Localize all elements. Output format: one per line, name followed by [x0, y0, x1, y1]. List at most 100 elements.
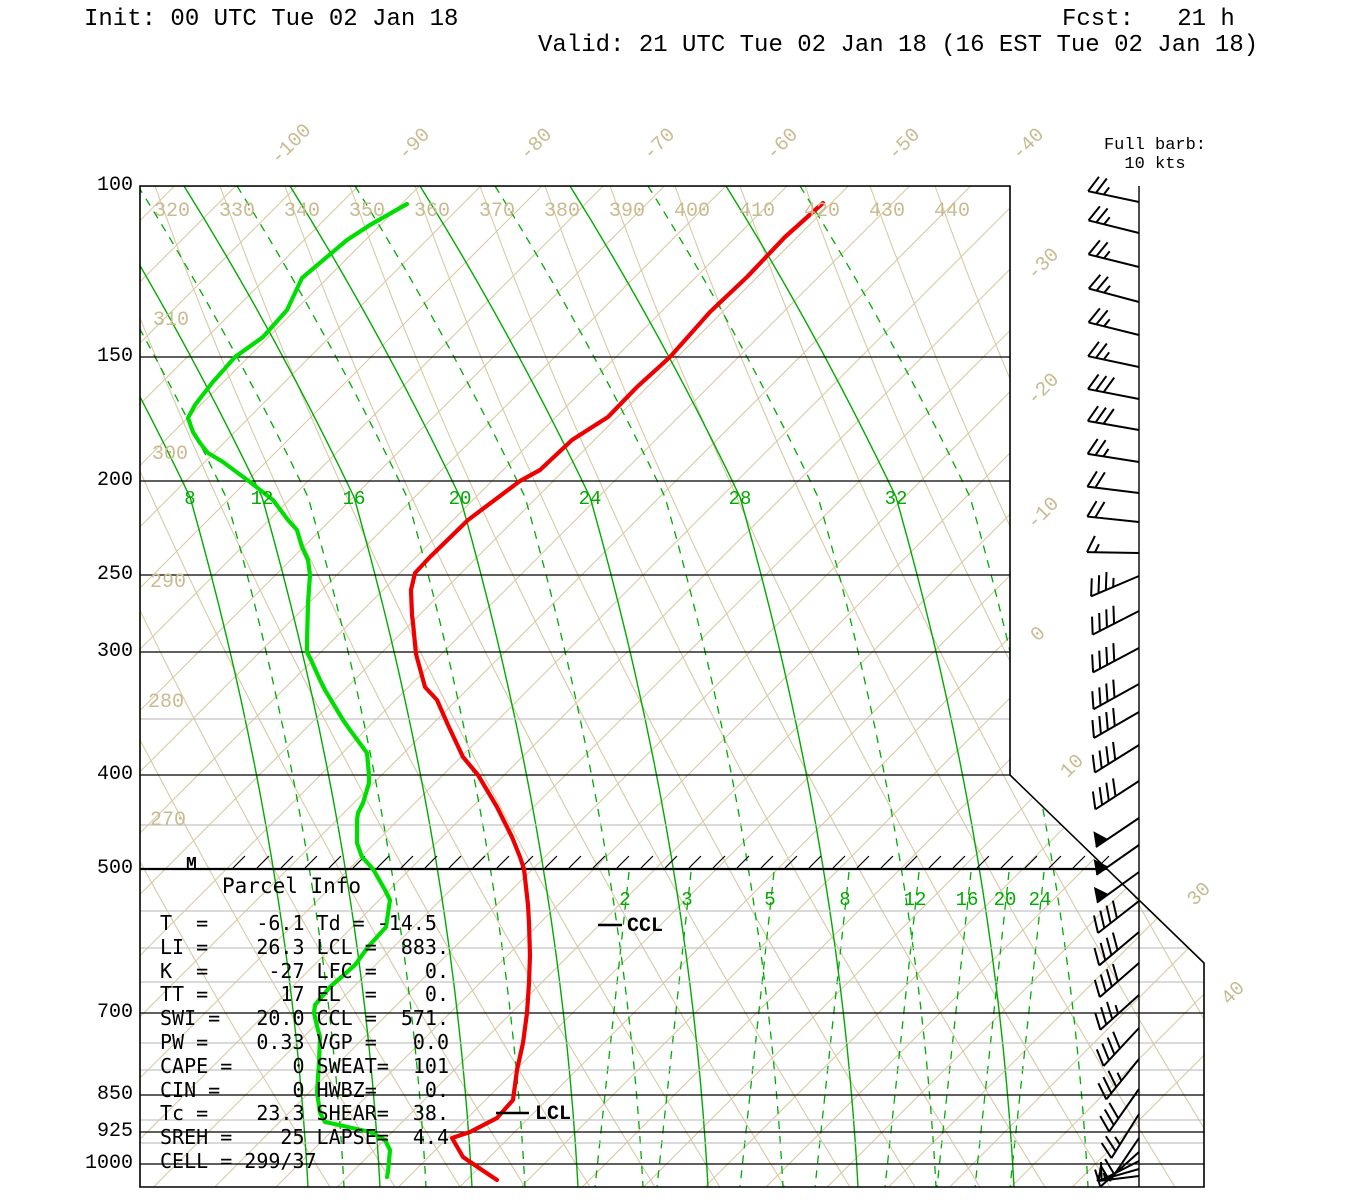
- moist-adiabat-line: [569, 186, 859, 1187]
- hatch-tick: [736, 855, 750, 869]
- hatch-tick: [712, 855, 726, 869]
- hatch-tick: [616, 855, 630, 869]
- theta-label: 360: [414, 200, 450, 223]
- moist-adiabat-label: 16: [343, 488, 366, 510]
- theta-label: 430: [869, 200, 905, 223]
- wind-barb: [1086, 438, 1140, 463]
- mixing-ratio-line: [594, 871, 630, 1187]
- isotherm-line: [140, 186, 543, 1187]
- hatch-tick: [256, 855, 270, 869]
- mixing-ratio-line: [739, 871, 775, 1187]
- pressure-tick-label: 100: [96, 174, 133, 197]
- theta-label: 320: [154, 200, 190, 223]
- hatch-tick: [1072, 855, 1086, 869]
- hatch-tick: [304, 855, 318, 869]
- isotherm-label-right: 30: [1183, 878, 1216, 911]
- isotherm-label-top: -50: [884, 124, 926, 166]
- wind-barb: [1097, 1058, 1140, 1101]
- isotherm-line: [140, 186, 1033, 1187]
- mixing-ratio-line: [656, 871, 692, 1187]
- wind-barb: [1091, 605, 1140, 636]
- hatch-tick: [976, 855, 990, 869]
- moist-adiabat-label: 8: [184, 488, 195, 510]
- wind-barb: [1087, 176, 1140, 203]
- wind-barb: [1086, 500, 1140, 523]
- isotherm-label-top: -90: [394, 124, 436, 166]
- theta-label: 310: [153, 309, 189, 332]
- temperature-curve: [408, 200, 826, 1183]
- dry-adiabat-line: [140, 186, 331, 1187]
- isotherm-line: [140, 186, 604, 1187]
- dewpoint-curve: [185, 201, 410, 1180]
- theta-label: 390: [609, 200, 645, 223]
- hatch-tick: [856, 855, 870, 869]
- dry-adiabat-line: [140, 186, 396, 1187]
- mandatory-level-marker: M: [186, 855, 197, 875]
- dry-adiabat-line: [140, 186, 526, 1187]
- wind-barb: [1095, 1027, 1140, 1067]
- hatch-tick: [688, 855, 702, 869]
- isotherm-line: [398, 186, 1204, 1187]
- isotherm-label-top: -70: [639, 124, 681, 166]
- mixing-ratio-line: [814, 871, 850, 1187]
- theta-label: 440: [934, 200, 970, 223]
- theta-label: 420: [804, 200, 840, 223]
- pressure-tick-label: 1000: [84, 1152, 133, 1175]
- hatch-tick: [784, 855, 798, 869]
- wind-barb: [1088, 274, 1140, 303]
- isotherm-label-top: -60: [762, 124, 804, 166]
- hatch-tick: [496, 855, 510, 869]
- mixing-ratio-line: [884, 871, 920, 1187]
- hatch-tick: [1048, 855, 1062, 869]
- mixing-ratio-line: [936, 871, 972, 1187]
- theta-label: 280: [148, 691, 184, 714]
- moist-adiabat-label: 24: [579, 488, 602, 510]
- wind-barb: [1087, 205, 1140, 234]
- ccl-label: CCL: [627, 915, 664, 938]
- plot-border: [139, 185, 1205, 1188]
- hatch-tick: [592, 855, 606, 869]
- pressure-tick-label: 700: [96, 1001, 133, 1024]
- isotherm-line: [140, 186, 727, 1187]
- wind-barb: [1093, 844, 1140, 876]
- dry-adiabat-line: [674, 186, 1176, 1187]
- pressure-tick-label: 150: [96, 345, 133, 368]
- isotherm-line: [1010, 186, 1204, 1187]
- dry-adiabat-line: [284, 186, 786, 1187]
- dry-adiabat-line: [414, 186, 916, 1187]
- wind-barb: [1091, 707, 1140, 739]
- hatch-tick: [904, 855, 918, 869]
- dry-adiabat-line: [804, 186, 1204, 1187]
- wind-barb: [1099, 1088, 1140, 1133]
- dry-adiabat-line: [544, 186, 1046, 1187]
- hatch-tick: [1024, 855, 1038, 869]
- mixing-ratio-line: [1009, 871, 1045, 1187]
- isotherm-line: [336, 186, 1204, 1187]
- isotherm-line: [765, 186, 1204, 1187]
- isotherm-label-right: -30: [1023, 244, 1065, 286]
- dry-adiabat-line: [609, 186, 1111, 1187]
- init-time-label: Init: 00 UTC Tue 02 Jan 18: [84, 6, 459, 33]
- theta-label: 300: [152, 443, 188, 466]
- hatch-tick: [280, 855, 294, 869]
- isotherm-label-top: -80: [516, 124, 558, 166]
- dry-adiabat-line: [349, 186, 851, 1187]
- dry-adiabat-line: [869, 186, 1204, 1187]
- hatch-tick: [952, 855, 966, 869]
- dry-adiabat-line: [219, 186, 721, 1187]
- dry-adiabat-line: [140, 186, 591, 1187]
- mixing-ratio-label: 3: [681, 889, 692, 911]
- mixing-ratio-label: 8: [839, 889, 850, 911]
- moist-adiabat-line: [725, 186, 1015, 1187]
- wind-barb: [1087, 307, 1140, 336]
- wind-barb: [1086, 535, 1140, 554]
- isotherm-line: [520, 186, 1204, 1187]
- moist-adiabat-label: 20: [449, 488, 472, 510]
- wind-barb: [1096, 1172, 1140, 1183]
- mixing-ratio-label: 24: [1029, 889, 1052, 911]
- wind-barb: [1086, 470, 1140, 494]
- hatch-tick: [448, 855, 462, 869]
- theta-label: 270: [150, 809, 186, 832]
- forecast-hour-label: Fcst: 21 h: [1062, 6, 1235, 33]
